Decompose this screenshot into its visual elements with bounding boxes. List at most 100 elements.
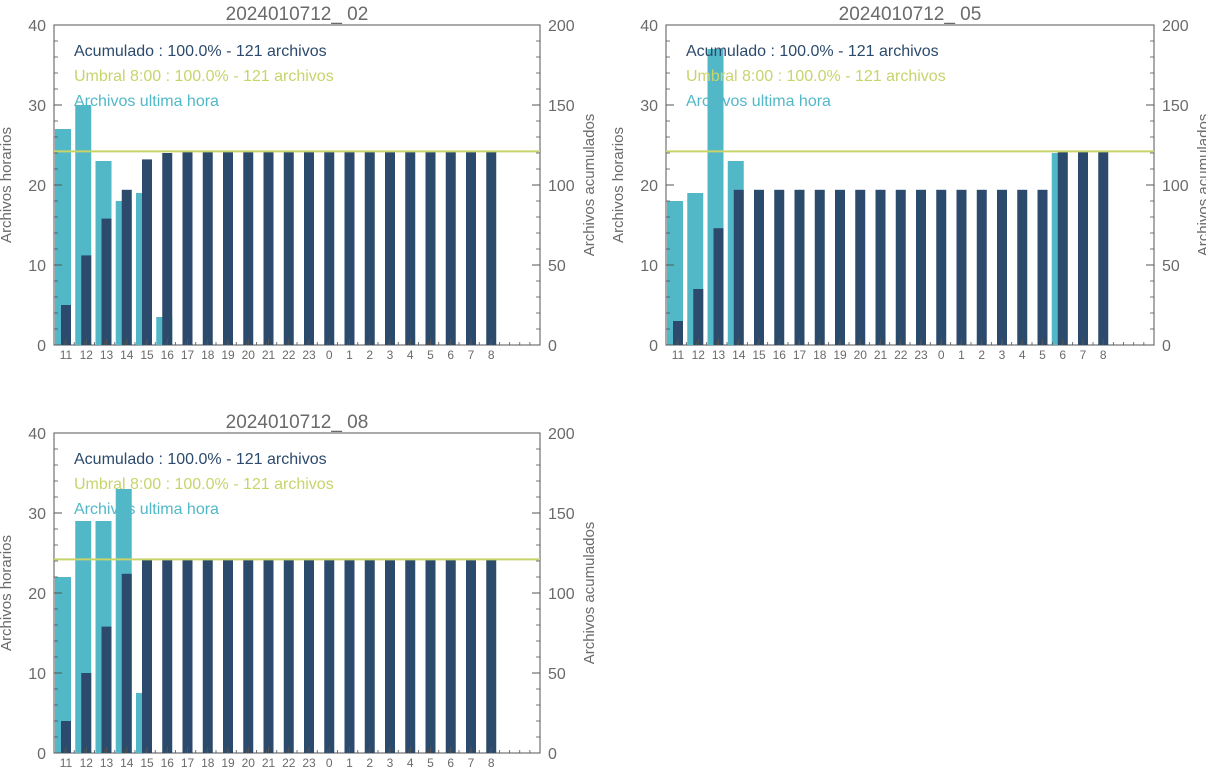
y-tick-label-left: 30 [28, 98, 46, 115]
legend-hourly: Archivos ultima hora [686, 93, 831, 110]
x-tick-label: 3 [387, 756, 394, 770]
x-tick-label: 22 [894, 348, 908, 362]
x-tick-label: 23 [302, 756, 316, 770]
y-tick-label-left: 20 [640, 178, 658, 195]
y-tick-label-right: 200 [548, 18, 575, 35]
x-tick-label: 15 [752, 348, 766, 362]
bar-cumulative-2 [364, 559, 375, 753]
bar-cumulative-13 [713, 228, 724, 345]
x-tick-label: 12 [692, 348, 706, 362]
x-tick-label: 23 [914, 348, 928, 362]
bar-hourly-11 [55, 129, 71, 345]
x-tick-label: 13 [712, 348, 726, 362]
x-tick-label: 14 [120, 756, 134, 770]
bar-hourly-11 [55, 577, 71, 753]
x-tick-label: 17 [793, 348, 807, 362]
bar-cumulative-7 [466, 151, 476, 345]
bar-cumulative-5 [425, 151, 436, 345]
bar-cumulative-22 [283, 151, 294, 345]
x-tick-label: 21 [874, 348, 888, 362]
bar-cumulative-5 [1037, 189, 1048, 345]
bar-cumulative-0 [324, 559, 335, 753]
x-tick-label: 1 [958, 348, 965, 362]
bar-cumulative-18 [202, 151, 213, 345]
bar-cumulative-8 [486, 559, 497, 753]
x-tick-label: 7 [468, 348, 475, 362]
bar-cumulative-23 [304, 151, 314, 345]
x-tick-label: 22 [282, 756, 296, 770]
bar-cumulative-22 [895, 189, 906, 345]
x-tick-label: 4 [407, 756, 414, 770]
chart-title: 2024010712_ 08 [226, 412, 369, 433]
bar-cumulative-3 [385, 559, 395, 753]
x-tick-label: 2 [366, 348, 373, 362]
x-tick-label: 12 [80, 348, 94, 362]
bar-cumulative-6 [445, 559, 456, 753]
y-tick-label-left: 30 [640, 98, 658, 115]
y-axis-label-right: Archivos acumulados [581, 522, 598, 665]
bar-cumulative-4 [405, 151, 416, 345]
legend-hourly: Archivos ultima hora [74, 501, 219, 518]
x-tick-label: 16 [773, 348, 787, 362]
bar-cumulative-15 [142, 559, 152, 753]
y-tick-label-left: 0 [649, 338, 658, 355]
bar-cumulative-19 [223, 559, 233, 753]
bar-cumulative-21 [263, 559, 274, 753]
y-axis-label-right: Archivos acumulados [581, 114, 598, 257]
bar-cumulative-1 [344, 559, 355, 753]
bar-cumulative-6 [445, 151, 456, 345]
bar-cumulative-16 [774, 189, 785, 345]
x-tick-label: 23 [302, 348, 316, 362]
y-tick-label-right: 100 [548, 586, 575, 603]
x-tick-label: 5 [1039, 348, 1046, 362]
bar-cumulative-21 [875, 189, 886, 345]
x-tick-label: 12 [80, 756, 94, 770]
x-tick-label: 4 [1019, 348, 1026, 362]
y-axis-label-left: Archivos horarios [610, 127, 627, 243]
bar-cumulative-14 [121, 573, 132, 753]
bar-cumulative-15 [142, 159, 152, 345]
bar-cumulative-1 [956, 189, 967, 345]
y-tick-label-right: 50 [548, 666, 566, 683]
x-tick-label: 7 [468, 756, 475, 770]
y-tick-label-left: 20 [28, 586, 46, 603]
x-tick-label: 11 [672, 348, 685, 362]
x-tick-label: 11 [60, 348, 73, 362]
y-tick-label-right: 100 [548, 178, 575, 195]
bar-cumulative-8 [1098, 151, 1109, 345]
y-tick-label-left: 40 [28, 18, 46, 35]
y-tick-label-left: 30 [28, 506, 46, 523]
y-tick-label-left: 40 [640, 18, 658, 35]
bar-cumulative-11 [61, 721, 71, 753]
bar-cumulative-21 [263, 151, 274, 345]
bar-cumulative-2 [364, 151, 375, 345]
y-tick-label-left: 10 [640, 258, 658, 275]
bar-cumulative-1 [344, 151, 355, 345]
x-tick-label: 8 [488, 756, 495, 770]
bar-cumulative-12 [81, 673, 92, 753]
x-tick-label: 4 [407, 348, 414, 362]
x-tick-label: 13 [100, 348, 114, 362]
bar-cumulative-19 [223, 151, 233, 345]
x-tick-label: 20 [242, 756, 256, 770]
x-tick-label: 20 [242, 348, 256, 362]
x-tick-label: 1 [346, 756, 353, 770]
bar-cumulative-17 [182, 151, 193, 345]
y-tick-label-left: 0 [37, 746, 46, 763]
x-tick-label: 6 [447, 348, 454, 362]
y-axis-label-left: Archivos horarios [0, 535, 15, 651]
x-tick-label: 14 [120, 348, 134, 362]
y-axis-label-left: Archivos horarios [0, 127, 15, 243]
legend-cumulative: Acumulado : 100.0% - 121 archivos [74, 43, 327, 60]
bar-cumulative-12 [693, 289, 704, 345]
bar-cumulative-0 [936, 189, 947, 345]
y-tick-label-right: 50 [548, 258, 566, 275]
bar-cumulative-14 [121, 189, 132, 345]
x-tick-label: 3 [387, 348, 394, 362]
bar-cumulative-6 [1057, 151, 1068, 345]
y-tick-label-right: 200 [1162, 18, 1189, 35]
y-tick-label-left: 10 [28, 666, 46, 683]
y-tick-label-right: 150 [548, 506, 575, 523]
y-tick-label-right: 0 [1162, 338, 1171, 355]
